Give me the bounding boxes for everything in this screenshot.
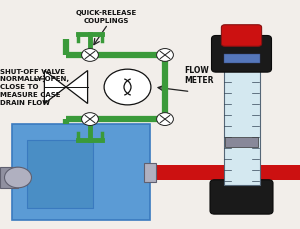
Bar (144, 163, 156, 182)
Text: QUICK-RELEASE
COUPLINGS: QUICK-RELEASE COUPLINGS (76, 10, 137, 24)
FancyBboxPatch shape (221, 25, 262, 46)
Bar (27, 140, 93, 208)
Bar (12, 124, 150, 220)
Bar (147, 165, 300, 180)
Bar (224, 71, 260, 185)
Circle shape (157, 49, 173, 61)
Circle shape (82, 49, 98, 61)
Text: FLOW
METER: FLOW METER (184, 66, 214, 85)
Circle shape (157, 113, 173, 125)
Circle shape (82, 113, 98, 125)
FancyBboxPatch shape (210, 180, 273, 214)
Polygon shape (44, 71, 66, 104)
FancyBboxPatch shape (212, 35, 272, 72)
Polygon shape (66, 71, 88, 104)
Bar (224, 54, 260, 63)
Circle shape (4, 167, 32, 188)
Text: SHUT-OFF VALVE
NORMALLY OPEN,
CLOSE TO
MEASURE CASE
DRAIN FLOW: SHUT-OFF VALVE NORMALLY OPEN, CLOSE TO M… (0, 68, 69, 106)
Bar (0, 167, 18, 188)
Bar (225, 137, 258, 147)
Circle shape (104, 69, 151, 105)
